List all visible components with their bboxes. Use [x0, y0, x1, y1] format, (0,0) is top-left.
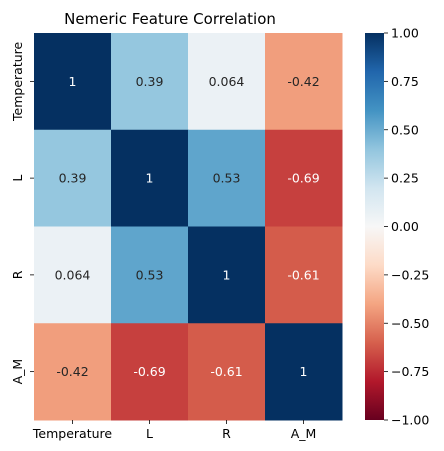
- y-tick-label: Temperature: [10, 41, 25, 121]
- heatmap-cell: [188, 33, 266, 131]
- cell-value-label: 1: [300, 364, 308, 379]
- heatmap-cell: [265, 129, 343, 227]
- x-axis: Temperature L R A_M: [32, 420, 316, 441]
- colorbar-tick-label: −0.25: [391, 267, 429, 282]
- heatmap-cell: [34, 33, 112, 131]
- heatmap-cell: [111, 129, 189, 227]
- colorbar-gradient: [365, 33, 384, 420]
- y-tick-label: R: [10, 270, 25, 279]
- heatmap-cell: [111, 33, 189, 131]
- cell-value-label: -0.61: [287, 267, 319, 282]
- cell-value-label: 1: [69, 74, 77, 89]
- colorbar-tick-label: 0.75: [391, 74, 419, 89]
- colorbar-tick-label: 0.25: [391, 171, 419, 186]
- x-tick-label: A_M: [291, 426, 317, 441]
- cell-value-label: 0.064: [55, 267, 91, 282]
- cell-value-label: 0.53: [136, 267, 164, 282]
- cell-value-label: 0.064: [209, 74, 245, 89]
- cell-value-label: 1: [146, 171, 154, 186]
- y-tick-label: A_M: [10, 359, 25, 385]
- heatmap-cells: [34, 33, 343, 421]
- y-tick-label: L: [10, 175, 25, 182]
- colorbar-tick-label: −1.00: [391, 413, 429, 428]
- colorbar-tick-label: 0.50: [391, 122, 419, 137]
- heatmap-cell: [111, 323, 189, 421]
- cell-value-label: 1: [223, 267, 231, 282]
- heatmap-cell: [34, 129, 112, 227]
- cell-value-label: -0.69: [133, 364, 165, 379]
- x-tick-label: L: [146, 426, 153, 441]
- y-axis: Temperature L R A_M: [10, 41, 34, 384]
- heatmap-cell: [34, 226, 112, 324]
- colorbar-tick-label: 0.00: [391, 219, 419, 234]
- cell-value-label: 0.39: [136, 74, 164, 89]
- heatmap-cell: [188, 129, 266, 227]
- heatmap-cell: [188, 323, 266, 421]
- x-tick-label: Temperature: [32, 426, 112, 441]
- heatmap-cell: [188, 226, 266, 324]
- cell-value-label: -0.61: [210, 364, 242, 379]
- heatmap-cell: [34, 323, 112, 421]
- cell-value-label: -0.42: [56, 364, 88, 379]
- cell-value-label: -0.42: [287, 74, 319, 89]
- x-tick-label: R: [222, 426, 231, 441]
- heatmap-cell: [265, 226, 343, 324]
- chart-title: Nemeric Feature Correlation: [64, 10, 276, 28]
- heatmap-cell: [265, 33, 343, 131]
- heatmap-cell: [111, 226, 189, 324]
- heatmap-cell-labels: 1 0.39 0.064 -0.42 0.39 1 0.53 -0.69 0.064 0.53 1 -…: [55, 74, 320, 379]
- colorbar-tick-label: −0.50: [391, 316, 429, 331]
- colorbar-tick-label: 1.00: [391, 26, 419, 41]
- cell-value-label: 0.39: [59, 171, 87, 186]
- colorbar: −1.00 −0.75 −0.50 −0.25 0.00 0.25 0.50 0.75 1.00: [365, 26, 429, 428]
- cell-value-label: -0.69: [287, 171, 319, 186]
- cell-value-label: 0.53: [213, 171, 241, 186]
- colorbar-tick-label: −0.75: [391, 364, 429, 379]
- heatmap-cell: [265, 323, 343, 421]
